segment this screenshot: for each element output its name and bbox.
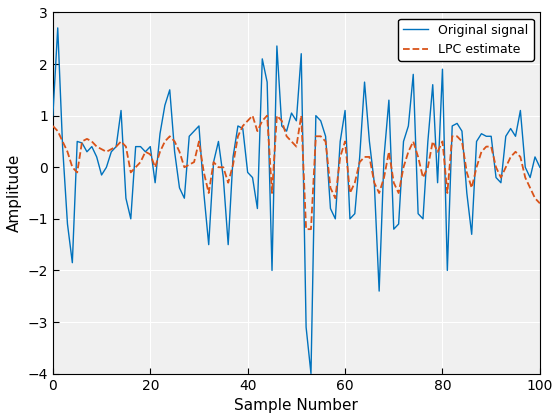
LPC estimate (400, 165, 407, 170)
LPC estimate (536, 201, 543, 206)
LPC estimate (249, 113, 256, 118)
Original signal (176, 185, 183, 190)
Original signal (307, 371, 314, 376)
LPC estimate (352, 180, 358, 185)
Original signal (400, 139, 407, 144)
Y-axis label: Amplitude: Amplitude (7, 154, 22, 232)
Original signal (54, 25, 61, 30)
LPC estimate (83, 136, 90, 142)
Original signal (424, 139, 431, 144)
LPC estimate (49, 123, 56, 129)
LPC estimate (171, 139, 178, 144)
Original signal (278, 123, 285, 129)
LPC estimate (303, 227, 310, 232)
Line: LPC estimate: LPC estimate (53, 116, 540, 229)
Original signal (88, 144, 95, 149)
LPC estimate (424, 165, 431, 170)
Legend: Original signal, LPC estimate: Original signal, LPC estimate (398, 19, 534, 61)
LPC estimate (278, 118, 285, 123)
Original signal (49, 113, 56, 118)
Original signal (352, 211, 358, 216)
X-axis label: Sample Number: Sample Number (235, 398, 358, 413)
Line: Original signal: Original signal (53, 28, 540, 374)
Original signal (536, 165, 543, 170)
